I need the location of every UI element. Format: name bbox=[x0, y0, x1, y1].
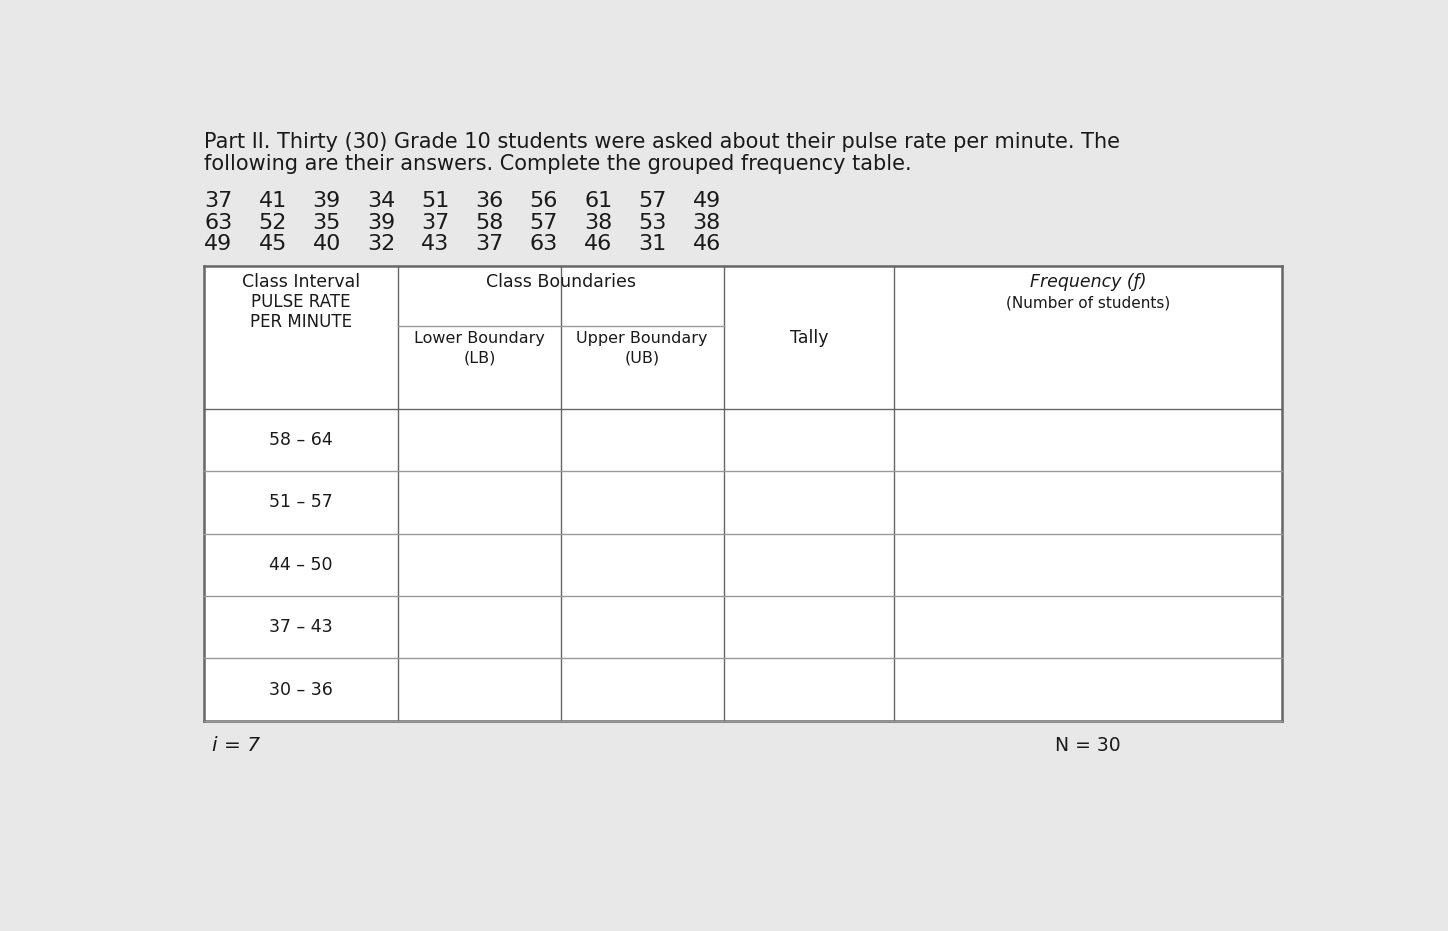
Text: 38: 38 bbox=[584, 212, 613, 233]
Text: Lower Boundary: Lower Boundary bbox=[414, 331, 544, 345]
Text: i = 7: i = 7 bbox=[211, 736, 261, 755]
Text: 57: 57 bbox=[639, 191, 666, 211]
Text: 39: 39 bbox=[366, 212, 395, 233]
Text: 44 – 50: 44 – 50 bbox=[269, 556, 333, 573]
Text: 40: 40 bbox=[313, 235, 342, 254]
Text: 46: 46 bbox=[584, 235, 613, 254]
Text: 37 – 43: 37 – 43 bbox=[269, 618, 333, 636]
Text: 34: 34 bbox=[366, 191, 395, 211]
Text: 30 – 36: 30 – 36 bbox=[269, 681, 333, 698]
Text: 32: 32 bbox=[366, 235, 395, 254]
Text: 45: 45 bbox=[259, 235, 287, 254]
Text: 41: 41 bbox=[259, 191, 287, 211]
Text: Class Boundaries: Class Boundaries bbox=[485, 273, 636, 290]
Bar bbox=[204, 266, 1281, 721]
Text: 63: 63 bbox=[204, 212, 233, 233]
Text: Part II. Thirty (30) Grade 10 students were asked about their pulse rate per min: Part II. Thirty (30) Grade 10 students w… bbox=[204, 132, 1121, 152]
Text: 56: 56 bbox=[530, 191, 557, 211]
Text: 49: 49 bbox=[204, 235, 233, 254]
Text: 31: 31 bbox=[639, 235, 666, 254]
Text: 61: 61 bbox=[584, 191, 613, 211]
Text: (LB): (LB) bbox=[463, 351, 495, 366]
Text: 63: 63 bbox=[530, 235, 557, 254]
Text: 36: 36 bbox=[475, 191, 504, 211]
Text: (Number of students): (Number of students) bbox=[1005, 296, 1170, 311]
Text: 37: 37 bbox=[204, 191, 233, 211]
Text: 52: 52 bbox=[259, 212, 287, 233]
Text: 49: 49 bbox=[692, 191, 721, 211]
Text: Class Interval: Class Interval bbox=[242, 273, 361, 290]
Text: (UB): (UB) bbox=[624, 351, 660, 366]
Text: 35: 35 bbox=[313, 212, 342, 233]
Text: Frequency (ƒ): Frequency (ƒ) bbox=[1030, 273, 1145, 290]
Text: 57: 57 bbox=[530, 212, 557, 233]
Text: PER MINUTE: PER MINUTE bbox=[251, 313, 352, 331]
Text: 53: 53 bbox=[639, 212, 666, 233]
Text: PULSE RATE: PULSE RATE bbox=[252, 293, 350, 312]
Text: 38: 38 bbox=[692, 212, 721, 233]
Text: 46: 46 bbox=[692, 235, 721, 254]
Text: 37: 37 bbox=[475, 235, 504, 254]
Text: following are their answers. Complete the grouped frequency table.: following are their answers. Complete th… bbox=[204, 154, 912, 174]
Text: 37: 37 bbox=[421, 212, 449, 233]
Text: 58: 58 bbox=[475, 212, 504, 233]
Text: N = 30: N = 30 bbox=[1056, 736, 1121, 755]
Text: Upper Boundary: Upper Boundary bbox=[576, 331, 708, 345]
Text: 39: 39 bbox=[313, 191, 340, 211]
Text: 51: 51 bbox=[421, 191, 450, 211]
Text: 58 – 64: 58 – 64 bbox=[269, 431, 333, 449]
Text: 51 – 57: 51 – 57 bbox=[269, 493, 333, 511]
Text: 43: 43 bbox=[421, 235, 449, 254]
Text: Tally: Tally bbox=[789, 329, 828, 346]
